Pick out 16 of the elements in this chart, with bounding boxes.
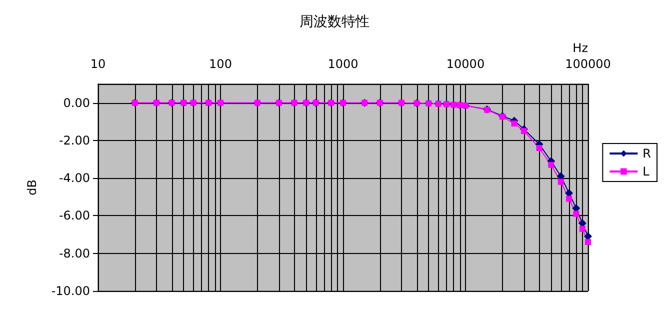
y-tick-label: -10.00 xyxy=(51,284,90,298)
x-tick-label: 10000 xyxy=(446,57,485,71)
y-tick-label: -6.00 xyxy=(58,208,90,223)
y-tick-label: -4.00 xyxy=(58,171,90,186)
y-tick-label: -2.00 xyxy=(58,133,90,148)
x-tick-label: 1000 xyxy=(328,57,358,71)
y-tick-label: -8.00 xyxy=(58,246,90,260)
legend-label: L xyxy=(642,164,650,178)
x-tick-label: 10 xyxy=(90,57,106,71)
x-axis-title: Hz xyxy=(572,41,588,55)
y-tick-label: 0.00 xyxy=(63,96,90,110)
chart-title: 周波数特性 xyxy=(300,14,370,30)
y-axis-title: dB xyxy=(25,180,39,196)
x-tick-label: 100000 xyxy=(565,57,611,71)
legend-label: R xyxy=(642,146,652,160)
x-tick-label: 100 xyxy=(209,57,232,71)
